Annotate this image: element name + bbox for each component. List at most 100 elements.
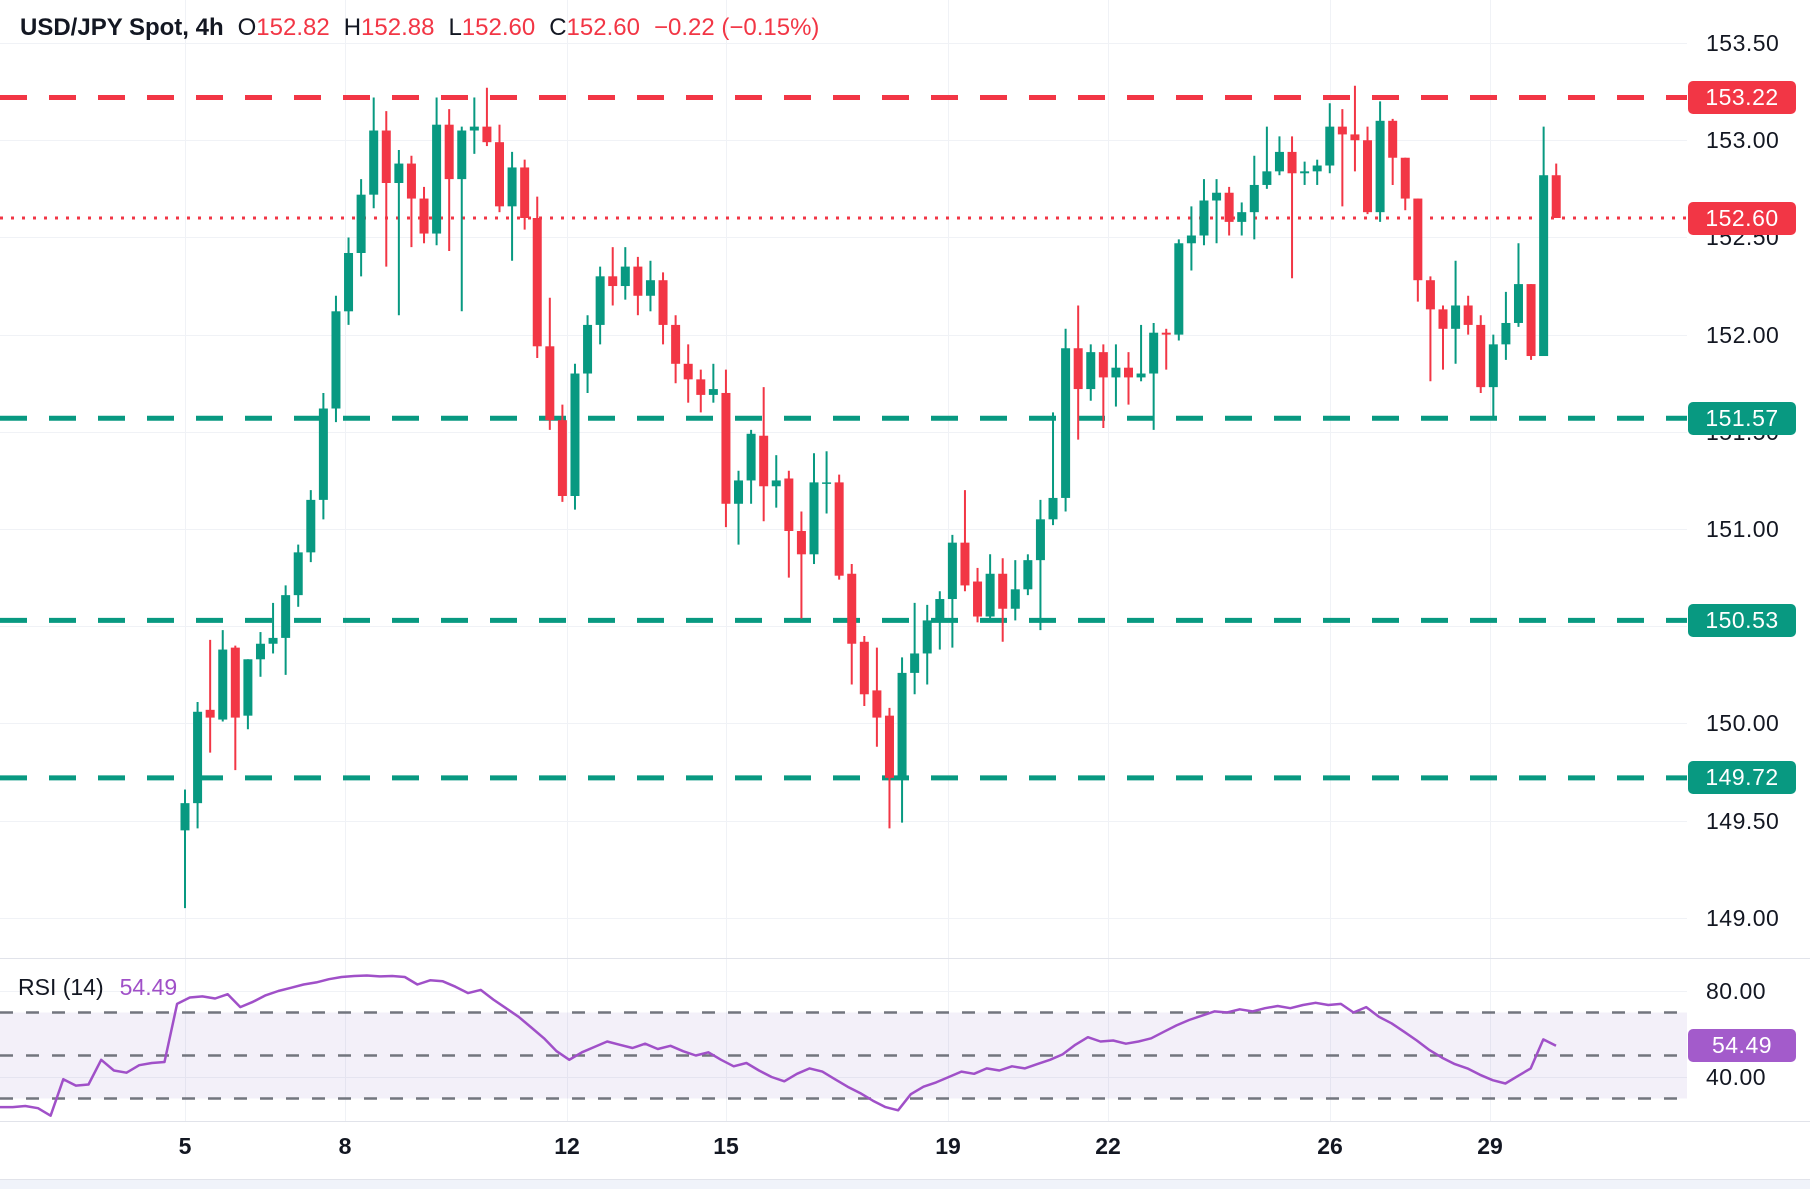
candle-body[interactable] [1111,367,1121,378]
candle-body[interactable] [1312,165,1322,172]
candle-body[interactable] [960,542,970,586]
candle-body[interactable] [193,711,203,804]
candle-body[interactable] [910,653,920,673]
candle-body[interactable] [1023,560,1033,590]
candle-body[interactable] [1224,192,1234,222]
candle-body[interactable] [381,130,391,184]
candle-body[interactable] [1300,171,1310,174]
pane-separator[interactable] [0,958,1810,959]
candle-body[interactable] [532,218,542,347]
candle-body[interactable] [495,142,504,207]
candle-body[interactable] [432,124,442,234]
candle-body[interactable] [457,130,467,180]
candle-body[interactable] [1375,120,1385,213]
candle-body[interactable] [973,581,983,617]
symbol-title[interactable]: USD/JPY Spot, 4h [20,14,224,41]
candle-body[interactable] [1551,175,1561,218]
candle-body[interactable] [1501,322,1511,345]
candle-body[interactable] [369,130,379,195]
candle-body[interactable] [696,379,706,395]
candle-body[interactable] [1010,589,1020,609]
candle-body[interactable] [570,373,580,496]
candle-body[interactable] [1136,373,1146,378]
candle-body[interactable] [406,163,416,199]
candle-body[interactable] [1086,352,1096,390]
candle-body[interactable] [1425,280,1435,310]
candle-body[interactable] [1098,352,1108,378]
candle-body[interactable] [985,573,995,617]
candle-body[interactable] [356,194,366,253]
candle-body[interactable] [1488,344,1498,388]
candle-body[interactable] [784,478,794,531]
candle-body[interactable] [847,573,857,644]
candle-body[interactable] [998,573,1008,609]
symbol-legend[interactable]: USD/JPY Spot, 4h O 152.82 H 152.88 L 152… [20,14,819,42]
candle-body[interactable] [293,552,303,596]
price-level-badge[interactable]: 152.60 [1688,201,1796,235]
candle-body[interactable] [897,672,907,778]
candle-body[interactable] [1539,175,1549,357]
candle-body[interactable] [243,659,253,716]
candle-body[interactable] [318,408,328,500]
candle-body[interactable] [671,324,681,364]
candle-body[interactable] [771,480,781,487]
price-scale[interactable] [1688,0,1810,1120]
candle-body[interactable] [822,482,832,484]
candle-body[interactable] [1337,126,1347,135]
candle-body[interactable] [469,126,479,131]
candle-body[interactable] [306,499,316,553]
candle-body[interactable] [1199,200,1209,236]
candle-body[interactable] [1451,305,1461,329]
candle-body[interactable] [507,167,517,207]
candle-body[interactable] [1149,332,1159,374]
candle-body[interactable] [583,324,593,374]
candle-body[interactable] [620,266,630,287]
candle-body[interactable] [1274,151,1284,172]
candle-body[interactable] [444,124,454,180]
candle-body[interactable] [1161,332,1171,335]
candle-body[interactable] [255,643,265,660]
candle-body[interactable] [218,649,228,720]
candle-body[interactable] [1249,184,1259,213]
candle-body[interactable] [1035,519,1045,561]
candle-body[interactable] [884,715,894,778]
price-level-badge[interactable]: 149.72 [1688,761,1796,795]
candle-body[interactable] [1513,284,1523,323]
candle-body[interactable] [1325,126,1335,166]
time-scale[interactable] [0,1122,1810,1179]
price-level-badge[interactable]: 153.22 [1688,80,1796,114]
candle-body[interactable] [1212,192,1222,201]
price-level-badge[interactable]: 151.57 [1688,401,1796,435]
bottom-scroll-strip[interactable] [0,1179,1810,1189]
candle-body[interactable] [1073,348,1083,390]
candle-body[interactable] [834,482,844,576]
candle-body[interactable] [1400,157,1410,199]
candle-body[interactable] [608,276,618,287]
candle-body[interactable] [595,276,605,325]
rsi-indicator-name[interactable]: RSI (14) [18,974,104,1000]
candle-body[interactable] [859,641,869,695]
candle-body[interactable] [1463,305,1473,325]
candle-body[interactable] [557,420,567,496]
candle-body[interactable] [230,647,240,718]
candle-body[interactable] [746,433,756,481]
candle-body[interactable] [1237,212,1247,222]
candle-body[interactable] [721,392,731,504]
candle-body[interactable] [645,280,655,296]
candle-body[interactable] [205,709,215,718]
candle-body[interactable] [1363,140,1373,213]
candle-body[interactable] [545,346,555,421]
candle-body[interactable] [394,163,404,184]
candle-body[interactable] [809,482,819,555]
candle-body[interactable] [1174,243,1184,335]
candle-body[interactable] [1262,171,1272,185]
candle-body[interactable] [1124,367,1133,378]
candle-body[interactable] [658,280,668,325]
candle-body[interactable] [1048,497,1058,520]
rsi-value-badge[interactable]: 54.49 [1688,1029,1796,1063]
candle-body[interactable] [1476,324,1486,388]
candle-body[interactable] [1350,134,1360,141]
candle-body[interactable] [922,620,932,654]
rsi-line[interactable] [0,974,1557,1117]
